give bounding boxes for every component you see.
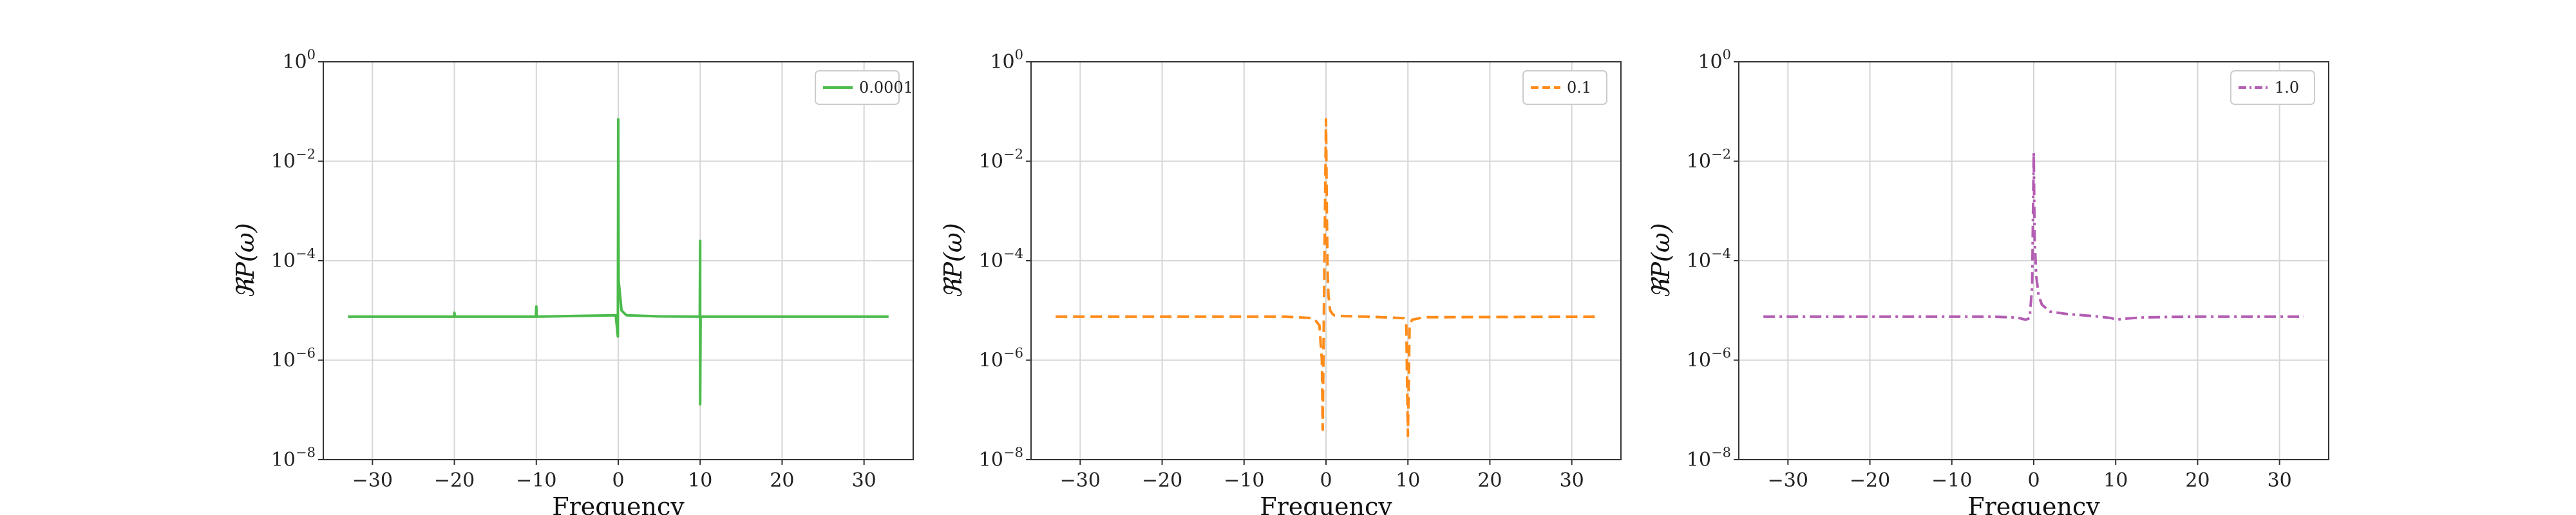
- x-tick-label: 30: [852, 469, 876, 492]
- legend-label: 0.0001: [859, 79, 913, 97]
- x-tick-label: 30: [1560, 469, 1584, 492]
- chart-panel-2: −30 −20 −10 0 10 20 30 10−8 10−6 10−4 10−2 100 Frequ…: [939, 47, 1622, 515]
- x-tick-label: 10: [2103, 469, 2128, 492]
- x-tick-label: 20: [1477, 469, 1502, 492]
- series-line-1: [348, 118, 889, 406]
- legend-box: [2230, 70, 2315, 105]
- y-tick-label: 100: [1698, 47, 1731, 73]
- x-tick-label: 0: [1320, 469, 1332, 492]
- legend-box: [815, 70, 900, 105]
- x-tick-label: −20: [434, 469, 475, 492]
- series-line-1: [1056, 118, 1596, 438]
- x-tick-label: 0: [2027, 469, 2040, 492]
- y-tick-label: 100: [990, 47, 1023, 73]
- legend-box: [1522, 70, 1607, 105]
- x-tick-label: 10: [1396, 469, 1420, 492]
- x-tick-label: −20: [1850, 469, 1890, 492]
- y-tick-label: 10−6: [979, 346, 1023, 372]
- y-axis-label: ℜP(ω): [231, 223, 260, 298]
- y-tick-label: 10−2: [1687, 147, 1731, 173]
- legend-label: 0.1: [1567, 79, 1591, 97]
- x-axis-label: Frequency: [552, 492, 685, 515]
- x-tick-label: 0: [612, 469, 624, 492]
- y-tick-label: 10−4: [979, 246, 1023, 272]
- x-tick-label: 30: [2268, 469, 2292, 492]
- y-axis-label: ℜP(ω): [1647, 223, 1675, 298]
- series-line-1: [1763, 151, 2304, 321]
- x-tick-label: −30: [352, 469, 393, 492]
- x-tick-label: 20: [2185, 469, 2210, 492]
- legend-label: 1.0: [2275, 79, 2299, 97]
- y-tick-label: 10−4: [271, 246, 316, 272]
- y-tick-label: 10−6: [1687, 346, 1731, 372]
- x-tick-label: −30: [1060, 469, 1101, 492]
- x-tick-label: 10: [688, 469, 712, 492]
- x-tick-label: −10: [1224, 469, 1264, 492]
- x-axis-label: Frequency: [1967, 492, 2100, 515]
- y-tick-label: 10−6: [271, 346, 316, 372]
- x-tick-label: −10: [1931, 469, 1972, 492]
- y-tick-label: 10−4: [1687, 246, 1731, 272]
- y-tick-label: 10−8: [271, 445, 316, 471]
- chart-panel-1: −30 −20 −10 0 10 20 30 10−8 10−6 10−4 10−2 100 Frequ…: [231, 47, 914, 515]
- x-tick-label: 20: [770, 469, 794, 492]
- y-tick-label: 100: [282, 47, 316, 73]
- x-tick-label: −20: [1142, 469, 1182, 492]
- y-tick-label: 10−8: [979, 445, 1023, 471]
- x-tick-label: −30: [1768, 469, 1808, 492]
- y-tick-label: 10−8: [1687, 445, 1731, 471]
- chart-panel-3: −30 −20 −10 0 10 20 30 10−8 10−6 10−4 10−2 100 Frequ…: [1647, 47, 2329, 515]
- x-tick-label: −10: [516, 469, 556, 492]
- x-axis-label: Frequency: [1260, 492, 1392, 515]
- y-axis-label: ℜP(ω): [939, 223, 967, 298]
- y-tick-label: 10−2: [979, 147, 1023, 173]
- y-tick-label: 10−2: [271, 147, 316, 173]
